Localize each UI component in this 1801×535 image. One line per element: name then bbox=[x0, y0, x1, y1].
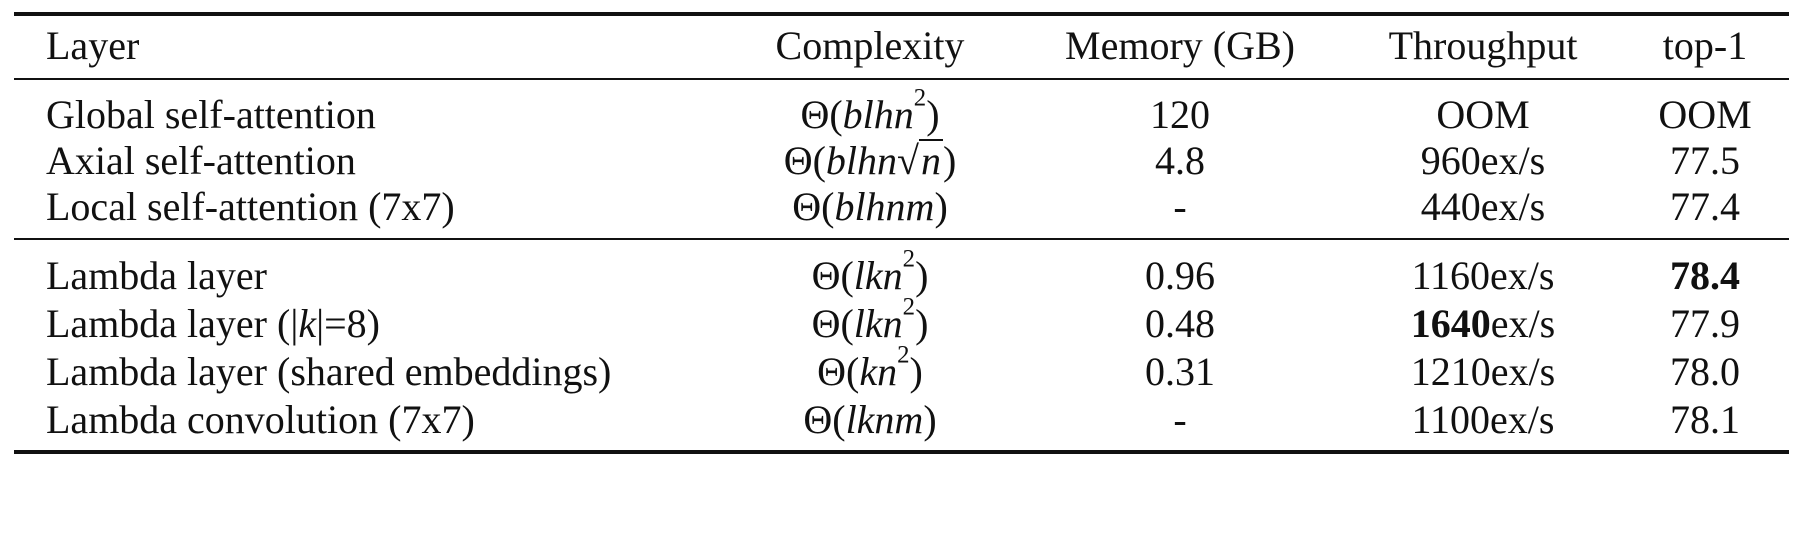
throughput: 1640ex/s bbox=[1410, 301, 1556, 346]
throughput: OOM bbox=[1436, 92, 1530, 137]
complexity: Θ(lknm) bbox=[803, 397, 937, 442]
table-row: Lambda layer (|k|=8) Θ(lkn2) 0.48 1640ex… bbox=[0, 293, 1801, 350]
sqrt-symbol: √n bbox=[897, 138, 943, 183]
header-row: Layer Complexity Memory (GB) Throughput … bbox=[0, 20, 1801, 72]
memory: 4.8 bbox=[1155, 138, 1205, 183]
table-row: Axial self-attention Θ(blhn√n) 4.8 960ex… bbox=[0, 135, 1801, 187]
header-rule bbox=[14, 78, 1789, 80]
header-throughput: Throughput bbox=[1388, 23, 1578, 68]
complexity: Θ(lkn2) bbox=[811, 293, 929, 346]
top-rule bbox=[14, 12, 1789, 16]
top1: 77.9 bbox=[1670, 301, 1740, 346]
top1: 78.0 bbox=[1670, 349, 1740, 394]
header-layer: Layer bbox=[46, 23, 140, 68]
table-row: Lambda layer Θ(lkn2) 0.96 1160ex/s 78.4 bbox=[0, 245, 1801, 302]
layer-name: Axial self-attention bbox=[46, 138, 356, 183]
memory: 0.96 bbox=[1145, 253, 1215, 298]
header-complexity: Complexity bbox=[775, 23, 965, 68]
table-row: Lambda convolution (7x7) Θ(lknm) - 1100e… bbox=[0, 394, 1801, 446]
bottom-rule bbox=[14, 450, 1789, 454]
complexity: Θ(blhnm) bbox=[792, 184, 948, 229]
throughput: 1160ex/s bbox=[1411, 253, 1555, 298]
layer-name: Local self-attention (7x7) bbox=[46, 184, 455, 229]
layer-name: Lambda layer bbox=[46, 253, 267, 298]
memory: 0.31 bbox=[1145, 349, 1215, 394]
throughput: 960ex/s bbox=[1420, 138, 1546, 183]
top1: 77.4 bbox=[1670, 184, 1740, 229]
group-rule bbox=[14, 238, 1789, 240]
table-row: Lambda layer (shared embeddings) Θ(kn2) … bbox=[0, 341, 1801, 398]
table-row: Global self-attention Θ(blhn2) 120 OOM O… bbox=[0, 84, 1801, 141]
layer-name: Lambda layer (shared embeddings) bbox=[46, 349, 612, 394]
layer-name: Lambda convolution (7x7) bbox=[46, 397, 475, 442]
complexity: Θ(lkn2) bbox=[811, 245, 929, 298]
complexity: Θ(blhn2) bbox=[800, 84, 940, 137]
layer-name: Lambda layer (|k|=8) bbox=[46, 301, 380, 346]
throughput: 1100ex/s bbox=[1411, 397, 1555, 442]
complexity: Θ(kn2) bbox=[817, 341, 923, 394]
header-top1: top-1 bbox=[1662, 23, 1748, 68]
table-row: Local self-attention (7x7) Θ(blhnm) - 44… bbox=[0, 181, 1801, 233]
layer-name: Global self-attention bbox=[46, 92, 376, 137]
throughput: 1210ex/s bbox=[1410, 349, 1556, 394]
top1: 78.1 bbox=[1670, 397, 1740, 442]
memory: 120 bbox=[1150, 92, 1210, 137]
memory: 0.48 bbox=[1145, 301, 1215, 346]
header-memory: Memory (GB) bbox=[1065, 23, 1295, 68]
memory: - bbox=[1173, 397, 1187, 442]
top1: 77.5 bbox=[1670, 138, 1740, 183]
top1: 78.4 bbox=[1670, 253, 1740, 298]
top1: OOM bbox=[1658, 92, 1752, 137]
complexity: Θ(blhn√n) bbox=[735, 135, 1005, 187]
memory: - bbox=[1173, 184, 1187, 229]
throughput: 440ex/s bbox=[1420, 184, 1546, 229]
